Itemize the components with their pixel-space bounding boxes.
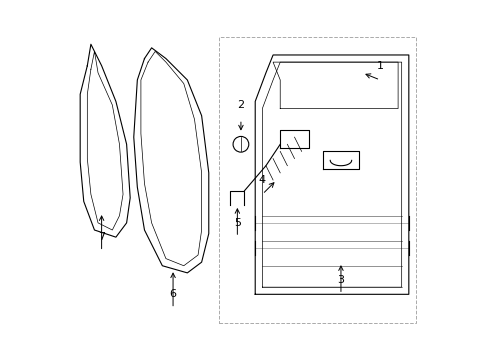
- Text: 3: 3: [337, 275, 344, 285]
- Text: 6: 6: [169, 289, 176, 299]
- Text: 7: 7: [98, 232, 105, 242]
- Text: 4: 4: [258, 175, 265, 185]
- Text: 2: 2: [237, 100, 244, 110]
- Text: 1: 1: [376, 61, 383, 71]
- Text: 5: 5: [233, 218, 241, 228]
- Bar: [219, 37, 415, 323]
